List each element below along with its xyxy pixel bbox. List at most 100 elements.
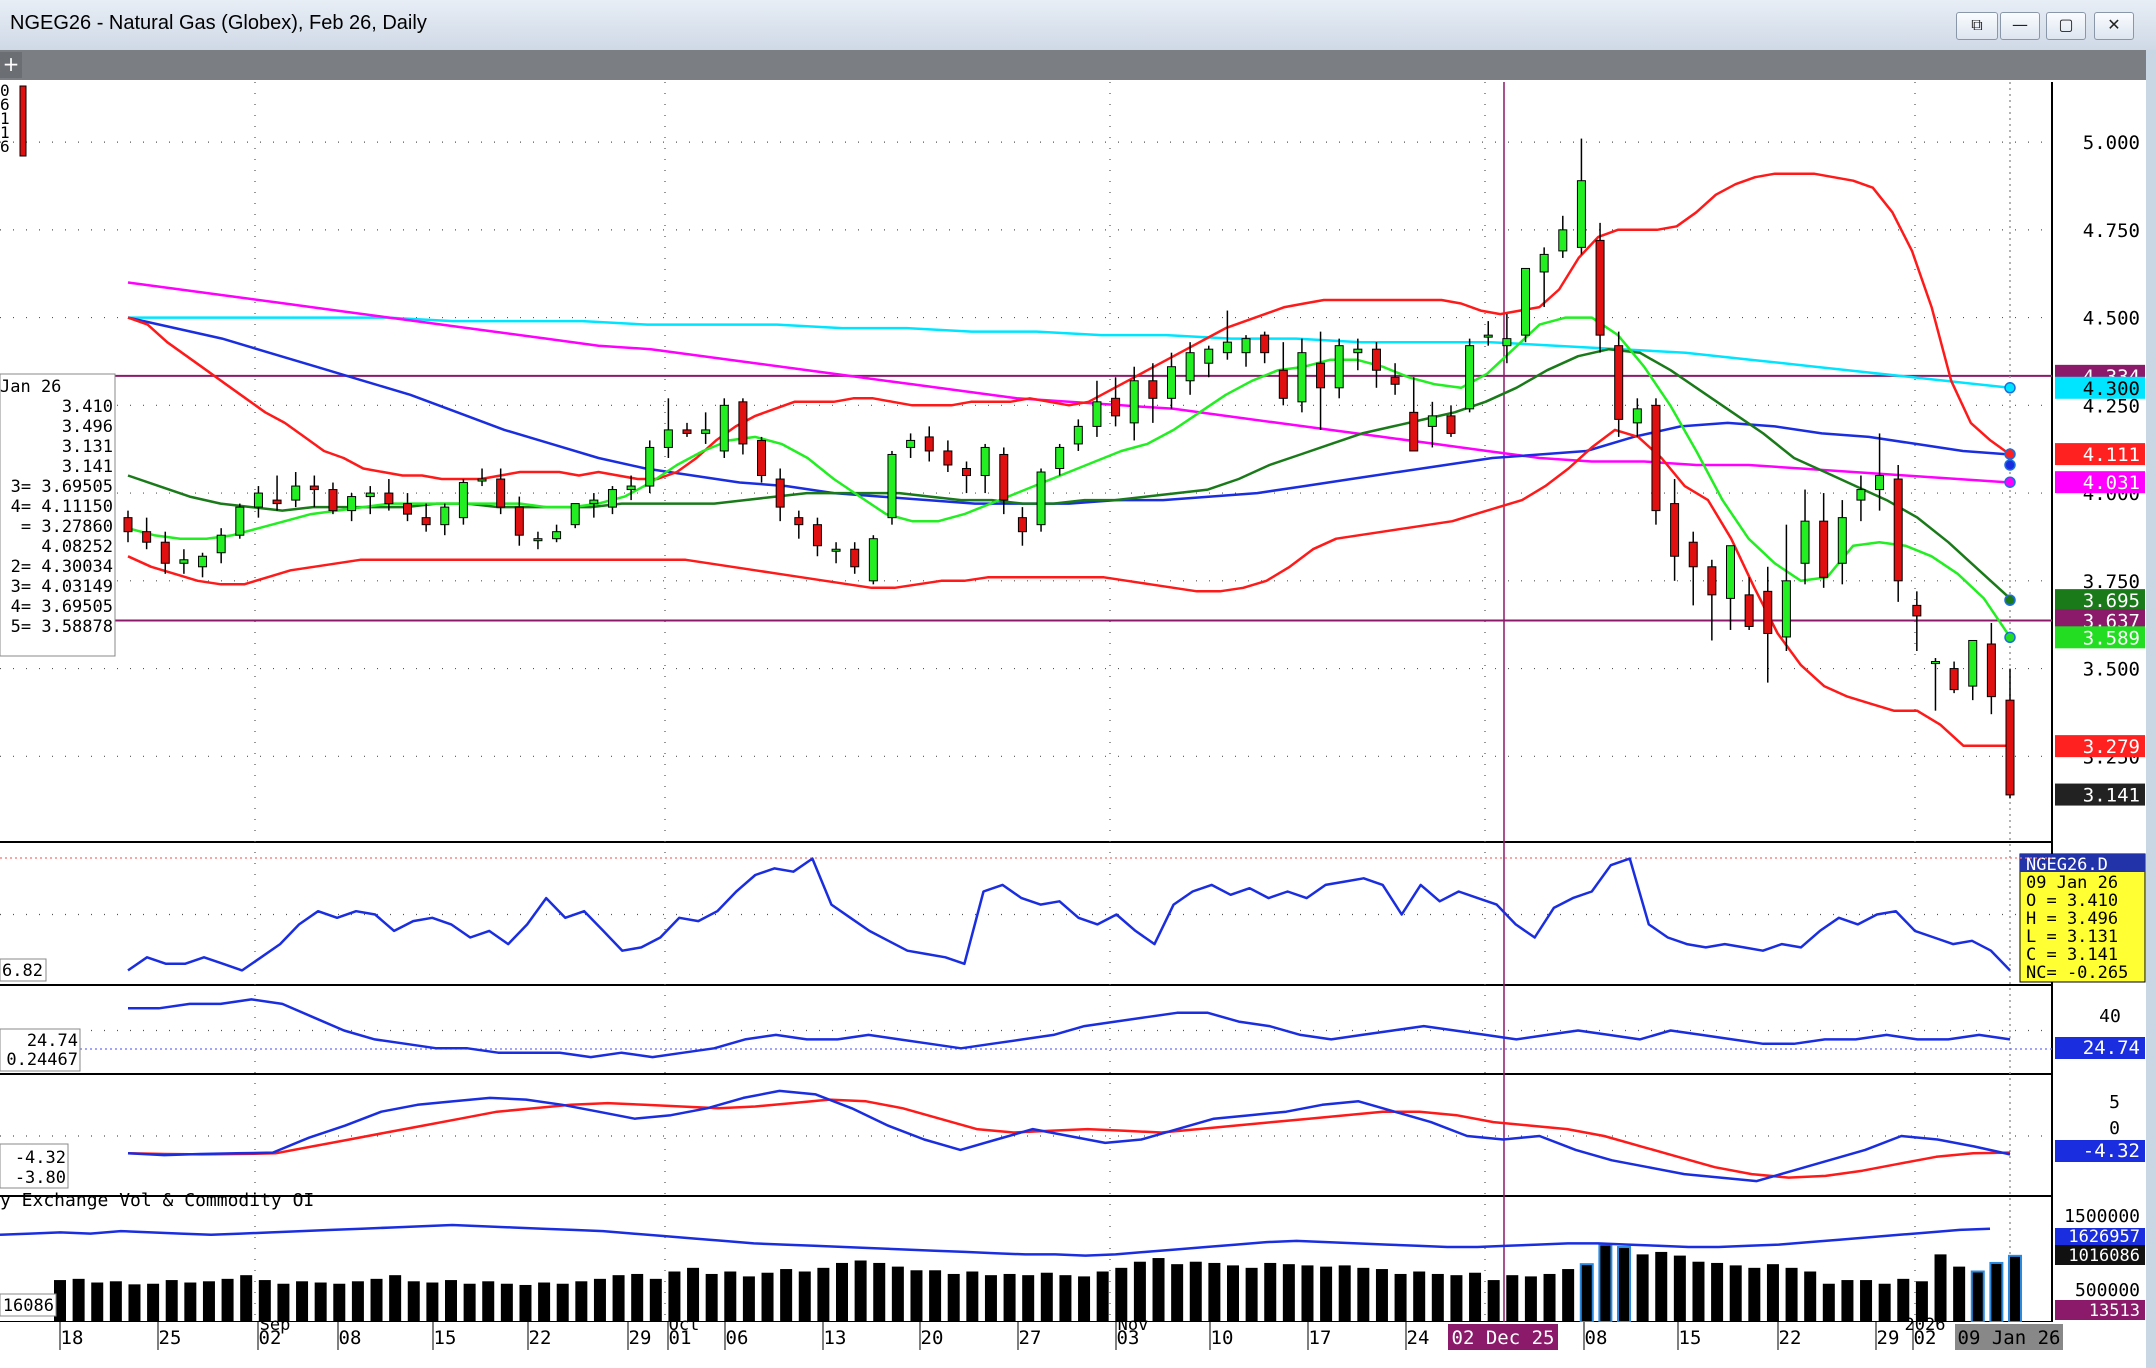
- volume-bar: [147, 1283, 160, 1322]
- minimize-button[interactable]: —: [2000, 12, 2040, 40]
- candle: [1986, 622, 1996, 715]
- candle: [291, 472, 301, 508]
- candle-body: [440, 506, 450, 526]
- toolbar-strip: [0, 50, 2156, 80]
- volume-bar: [370, 1278, 383, 1322]
- volume-bar: [1598, 1243, 1613, 1324]
- candle-body: [179, 559, 189, 564]
- candle: [1968, 639, 1978, 701]
- price-tag: [2055, 376, 2145, 399]
- volume-bar: [1766, 1264, 1779, 1322]
- candle: [906, 433, 916, 458]
- volume-bar: [1970, 1270, 1985, 1323]
- candle: [1856, 475, 1866, 522]
- candle: [160, 531, 170, 574]
- candle-body: [1614, 345, 1624, 420]
- candle-body: [757, 439, 767, 477]
- candles: [123, 138, 2015, 799]
- candle-body: [626, 485, 636, 491]
- candle: [384, 479, 394, 511]
- candle-body: [1875, 475, 1885, 491]
- candle: [626, 475, 636, 501]
- candle: [1651, 398, 1661, 525]
- candle: [1837, 500, 1847, 585]
- candle: [198, 552, 208, 578]
- volume-bar: [1785, 1267, 1798, 1322]
- candle-body: [365, 492, 375, 498]
- volume-bar: [1413, 1271, 1426, 1322]
- volume-bar: [1171, 1264, 1184, 1322]
- candle-body: [533, 538, 543, 542]
- candle-body: [347, 496, 357, 512]
- volume-bar: [1078, 1276, 1091, 1322]
- volume-bar: [1692, 1261, 1705, 1322]
- indicator3-signal-line: [127, 1098, 2011, 1179]
- series-endpoint-dot: [2004, 448, 2016, 460]
- volume-bar: [1227, 1265, 1239, 1322]
- candle: [477, 468, 487, 487]
- volume-bar: [612, 1275, 625, 1322]
- price-tag: [2055, 626, 2145, 649]
- volume-bar: [854, 1260, 867, 1322]
- candle-body: [812, 524, 822, 547]
- candle: [1017, 507, 1027, 546]
- price-tick-label: 4.250: [2083, 395, 2140, 417]
- candle-body: [1166, 366, 1176, 399]
- volume-bar: [1934, 1254, 1947, 1322]
- x-axis-label: 02: [259, 1327, 282, 1349]
- title-bar[interactable]: NGEG26 - Natural Gas (Globex), Feb 26, D…: [0, 0, 2156, 51]
- maximize-button[interactable]: ▢: [2046, 12, 2086, 40]
- volume-bar: [1822, 1283, 1835, 1322]
- volume-tag: [2055, 1245, 2145, 1265]
- x-axis-label: 25: [159, 1327, 182, 1349]
- candle: [589, 493, 599, 518]
- volume-bar: [1711, 1262, 1724, 1322]
- candle-body: [1800, 520, 1810, 564]
- candle: [1241, 335, 1251, 367]
- candle-body: [1651, 404, 1661, 512]
- volume-bar: [1096, 1271, 1109, 1322]
- candle-body: [1912, 604, 1922, 617]
- candle: [458, 479, 468, 525]
- volume-bar: [1320, 1266, 1333, 1322]
- price-tag-label: 3.279: [2083, 736, 2140, 758]
- candle: [757, 436, 767, 483]
- close-button[interactable]: ✕: [2094, 12, 2134, 40]
- candle-body: [850, 548, 860, 568]
- candle-body: [1148, 380, 1158, 399]
- volume-bar: [1655, 1251, 1668, 1322]
- candle-body: [458, 482, 468, 519]
- candle-body: [1036, 471, 1046, 526]
- candle-body: [328, 489, 338, 512]
- candle: [1222, 310, 1232, 360]
- volume-bar: [1617, 1246, 1631, 1323]
- volume-bar: [593, 1278, 606, 1322]
- price-chart[interactable]: 5.0004.7504.5004.2504.0003.7503.5003.250…: [0, 82, 2146, 1368]
- volume-bar: [184, 1282, 197, 1322]
- volume-bar: [891, 1266, 904, 1322]
- volume-bar: [128, 1284, 141, 1322]
- x-axis-label: 29: [1877, 1327, 1900, 1349]
- volume-bar: [389, 1275, 402, 1322]
- candle: [1576, 138, 1586, 255]
- open-interest-line: [0, 1223, 1991, 1257]
- candle: [570, 503, 580, 529]
- volume-bar: [1989, 1261, 2004, 1323]
- volume-bar: [407, 1281, 420, 1322]
- volume-bar: [314, 1282, 327, 1322]
- series-endpoint-dot: [2004, 631, 2016, 644]
- candle: [235, 503, 245, 539]
- candle-body: [1260, 334, 1270, 354]
- candle: [1390, 363, 1400, 395]
- volume-bar: [984, 1275, 997, 1322]
- candle: [701, 412, 711, 444]
- candle-body: [1353, 348, 1363, 354]
- candle-body: [738, 401, 748, 445]
- candle: [533, 531, 543, 550]
- candle-body: [291, 485, 301, 501]
- link-icon[interactable]: ⧉: [1956, 12, 1998, 40]
- volume-axis-label: 500000: [2075, 1280, 2140, 1301]
- add-panel-button[interactable]: +: [0, 52, 22, 78]
- volume-bar: [1022, 1275, 1035, 1322]
- candle-body: [198, 555, 208, 568]
